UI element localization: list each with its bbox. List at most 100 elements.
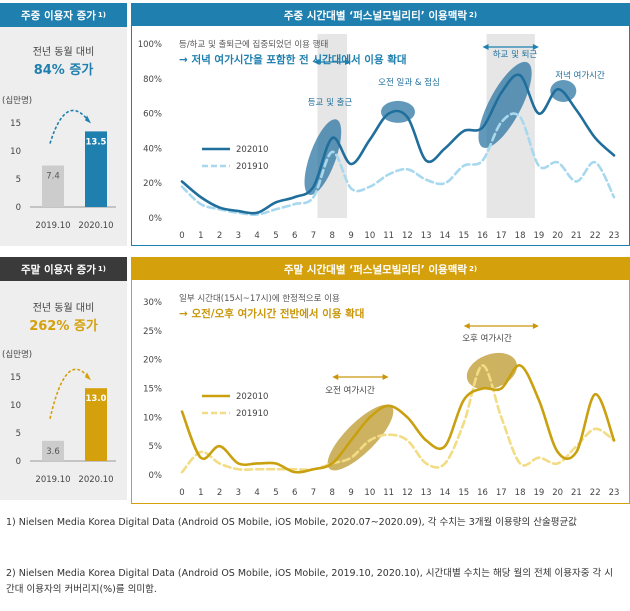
weekend-note: 일부 시간대(15시~17시)에 한정적으로 이용	[179, 293, 340, 304]
weekday-line-point-1	[538, 165, 540, 167]
weekend-line-ytick: 10%	[143, 413, 162, 423]
weekend-line-xtick: 1	[198, 488, 203, 498]
weekend-line-point-0	[387, 405, 389, 407]
weekend-line-point-1	[293, 468, 295, 470]
weekend-line-point-1	[275, 468, 277, 470]
weekend-line-point-0	[406, 416, 408, 418]
weekday-line-point-0	[425, 159, 427, 161]
weekend-growth-value: 262% 증가	[29, 319, 98, 334]
weekday-line-point-1	[331, 151, 333, 153]
weekday-headline: → 저녁 여가시간을 포함한 전 시간대에서 이용 확대	[179, 53, 407, 66]
weekend-line-point-0	[519, 364, 521, 366]
weekday-line-point-1	[425, 179, 427, 181]
weekend-line-point-1	[181, 471, 183, 473]
weekend-bar-ytick: 15	[10, 373, 21, 383]
weekend-line-point-1	[500, 416, 502, 418]
weekend-bar-bar-label-1: 13.0	[86, 394, 107, 404]
weekday-line-point-1	[387, 173, 389, 175]
weekday-line-point-0	[406, 116, 408, 118]
weekday-yoy-caption: 전년 동월 대비	[32, 47, 95, 58]
weekend-hourly-panel: 주말 시간대별 ‘퍼스널모빌리티’ 이용맥락 2) 0% 5% 10% 15% 20% 25…	[131, 257, 630, 504]
weekday-note: 등/하교 및 출퇴근에 집중되었던 이용 행태	[179, 39, 328, 50]
weekday-line-xtick: 15	[458, 231, 469, 241]
weekday-line-ytick: 0%	[149, 214, 163, 224]
weekday-users-sup: 1)	[97, 11, 106, 19]
weekday-line-point-0	[331, 137, 333, 139]
footnote-1: 1) Nielsen Media Korea Digital Data (And…	[6, 517, 577, 528]
weekday-line-xtick: 12	[402, 231, 413, 241]
weekday-line-ytick: 80%	[143, 75, 162, 85]
weekday-line-point-0	[519, 74, 521, 76]
weekday-line-xtick: 19	[533, 231, 544, 241]
weekend-line-point-0	[369, 416, 371, 418]
weekend-line-ytick: 30%	[143, 298, 162, 308]
weekend-line-point-1	[556, 462, 558, 464]
weekend-bar-bar-1	[85, 388, 107, 461]
weekend-users-sup: 1)	[97, 265, 106, 273]
weekend-line-point-0	[275, 462, 277, 464]
weekend-line-xtick: 10	[364, 488, 375, 498]
weekday-line-legend-label-0: 202010	[236, 145, 268, 155]
weekend-line-point-1	[237, 468, 239, 470]
weekday-bar-bar-0	[42, 165, 64, 207]
weekend-line-series-201910	[180, 364, 616, 474]
weekend-line-point-0	[312, 468, 314, 470]
weekend-line-xtick: 5	[273, 488, 278, 498]
weekend-line-xtick: 12	[402, 488, 413, 498]
weekend-bar-arrow-head	[85, 372, 91, 381]
weekend-line-point-0	[200, 457, 202, 459]
weekday-line-xtick: 9	[348, 231, 353, 241]
weekend-line-xtick: 18	[515, 488, 526, 498]
weekday-line-xtick: 6	[292, 231, 297, 241]
weekday-line-xtick: 13	[421, 231, 432, 241]
weekday-line-point-0	[481, 126, 483, 128]
weekday-line-xtick: 4	[254, 231, 259, 241]
weekday-line-point-1	[350, 187, 352, 189]
weekend-line-point-1	[538, 457, 540, 459]
weekday-line-series-201910	[180, 112, 616, 216]
weekday-line-point-1	[556, 161, 558, 163]
weekday-line-xtick: 14	[440, 231, 451, 241]
weekday-bar-bar-label-1: 13.5	[86, 137, 107, 147]
weekend-line-point-0	[218, 445, 220, 447]
weekday-line-xtick: 1	[198, 231, 203, 241]
weekend-line-point-0	[613, 439, 615, 441]
weekend-line-xtick: 15	[458, 488, 469, 498]
weekday-line-xtick: 5	[273, 231, 278, 241]
weekend-line-xtick: 22	[590, 488, 601, 498]
weekend-line-point-0	[575, 451, 577, 453]
weekday-bar-ytick: 5	[16, 175, 21, 185]
weekday-line-point-0	[275, 201, 277, 203]
weekday-line-point-1	[463, 165, 465, 167]
weekend-line-xtick: 11	[383, 488, 394, 498]
weekday-line-xtick: 16	[477, 231, 488, 241]
annotation-afternoon-leisure: 오후 여가시간	[462, 333, 512, 344]
weekend-hourly-header: 주말 시간대별 ‘퍼스널모빌리티’ 이용맥락 2)	[132, 258, 629, 280]
weekday-line-xtick: 21	[571, 231, 582, 241]
weekend-users-header: 주말 이용자 증가 1)	[0, 257, 127, 281]
weekend-line-highlight-1	[466, 352, 518, 390]
weekend-line-point-1	[425, 462, 427, 464]
weekday-line-point-0	[387, 112, 389, 114]
weekday-line-highlight-2	[478, 61, 532, 148]
weekend-hourly-sup: 2)	[469, 265, 478, 273]
weekday-line-xtick: 20	[552, 231, 563, 241]
weekday-users-title: 주중 이용자 증가	[20, 9, 96, 22]
weekend-line-xtick: 9	[348, 488, 353, 498]
weekend-line-point-0	[444, 445, 446, 447]
weekday-line-point-0	[350, 163, 352, 165]
weekend-line-point-1	[519, 462, 521, 464]
weekday-line-point-1	[406, 168, 408, 170]
weekday-line-xtick: 0	[179, 231, 184, 241]
weekday-line-ytick: 100%	[138, 40, 162, 50]
weekend-line-xtick: 8	[330, 488, 335, 498]
weekend-line-point-1	[406, 439, 408, 441]
weekend-bar-bar-label-0: 3.6	[46, 447, 60, 457]
weekday-line-point-0	[237, 210, 239, 212]
weekday-line-point-0	[538, 112, 540, 114]
weekend-line-legend-label-1: 201910	[236, 409, 268, 419]
annotation-commute: 등교 및 출근	[308, 97, 353, 108]
weekday-bar-ytick: 0	[16, 203, 21, 213]
weekend-bar-ytick: 10	[10, 401, 21, 411]
weekday-line-xtick: 11	[383, 231, 394, 241]
